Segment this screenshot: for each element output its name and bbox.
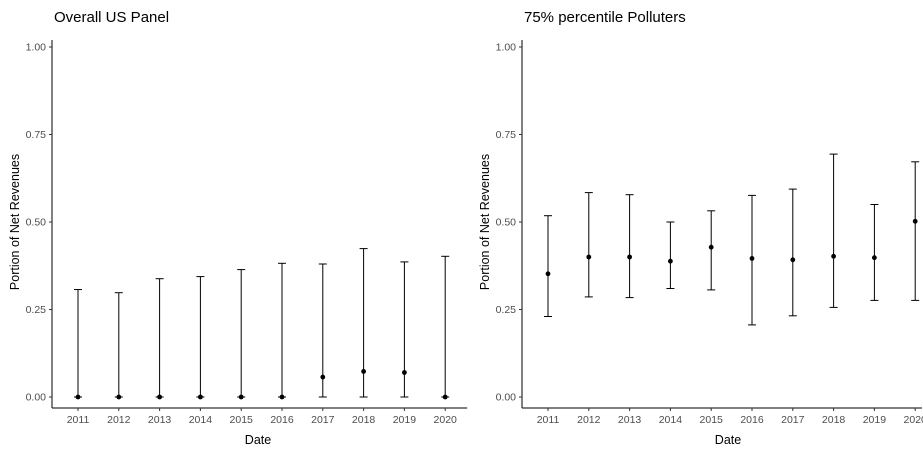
- x-tick-label: 2018: [822, 414, 846, 426]
- y-tick-label: 1.00: [496, 42, 517, 54]
- x-tick-label: 2018: [352, 414, 376, 426]
- x-tick-label: 2020: [434, 414, 458, 426]
- data-point: [668, 258, 673, 264]
- x-tick-label: 2019: [393, 414, 417, 426]
- data-point: [545, 271, 551, 277]
- panel-75-percentile-polluters: 75% percentile Polluters Date Portion of…: [478, 9, 923, 447]
- x-tick-label: 2017: [781, 414, 805, 426]
- x-tick-label: 2011: [537, 414, 560, 426]
- data-point: [361, 369, 366, 374]
- data-point: [198, 394, 203, 400]
- x-tick-label: 2020: [904, 414, 923, 426]
- y-tick-label: 1.00: [26, 42, 47, 54]
- x-tick-label: 2012: [577, 414, 601, 426]
- y-tick-label: 0.75: [26, 129, 47, 141]
- panel-overall-us: Overall US Panel Date Portion of Net Rev…: [8, 9, 468, 447]
- x-axis-title: Date: [245, 433, 271, 447]
- x-tick-label: 2016: [270, 414, 294, 426]
- data-point: [279, 394, 285, 400]
- data-point: [872, 255, 877, 261]
- data-point: [238, 394, 244, 400]
- data-point: [708, 244, 714, 250]
- data-point: [320, 374, 326, 380]
- data-point: [442, 394, 448, 400]
- data-point: [749, 256, 755, 261]
- chart-title: Overall US Panel: [54, 9, 169, 26]
- data-point: [75, 394, 81, 400]
- x-tick-label: 2015: [230, 414, 254, 426]
- x-tick-label: 2017: [311, 414, 335, 426]
- y-tick-label: 0.25: [496, 304, 517, 316]
- y-axis-title: Portion of Net Revenues: [478, 154, 492, 290]
- x-tick-label: 2012: [107, 414, 131, 426]
- data-point: [586, 254, 592, 260]
- x-tick-label: 2013: [148, 414, 172, 426]
- data-point: [831, 253, 836, 259]
- data-point: [790, 257, 796, 263]
- y-axis-title: Portion of Net Revenues: [8, 154, 22, 290]
- y-tick-label: 0.00: [496, 392, 517, 404]
- data-point: [912, 218, 918, 224]
- y-tick-label: 0.00: [26, 392, 47, 404]
- data-point: [402, 370, 407, 375]
- y-tick-label: 0.50: [496, 217, 517, 229]
- y-tick-label: 0.50: [26, 217, 47, 229]
- x-tick-label: 2014: [189, 414, 213, 426]
- x-tick-label: 2019: [863, 414, 887, 426]
- x-tick-label: 2011: [67, 414, 90, 426]
- x-tick-label: 2013: [618, 414, 642, 426]
- data-point: [116, 394, 122, 400]
- data-point: [157, 394, 163, 400]
- y-tick-label: 0.25: [26, 304, 47, 316]
- x-axis-title: Date: [715, 433, 741, 447]
- data-point: [627, 254, 632, 260]
- chart-title: 75% percentile Polluters: [524, 9, 686, 26]
- x-tick-label: 2014: [659, 414, 683, 426]
- y-tick-label: 0.75: [496, 129, 517, 141]
- x-tick-label: 2015: [700, 414, 724, 426]
- x-tick-label: 2016: [740, 414, 764, 426]
